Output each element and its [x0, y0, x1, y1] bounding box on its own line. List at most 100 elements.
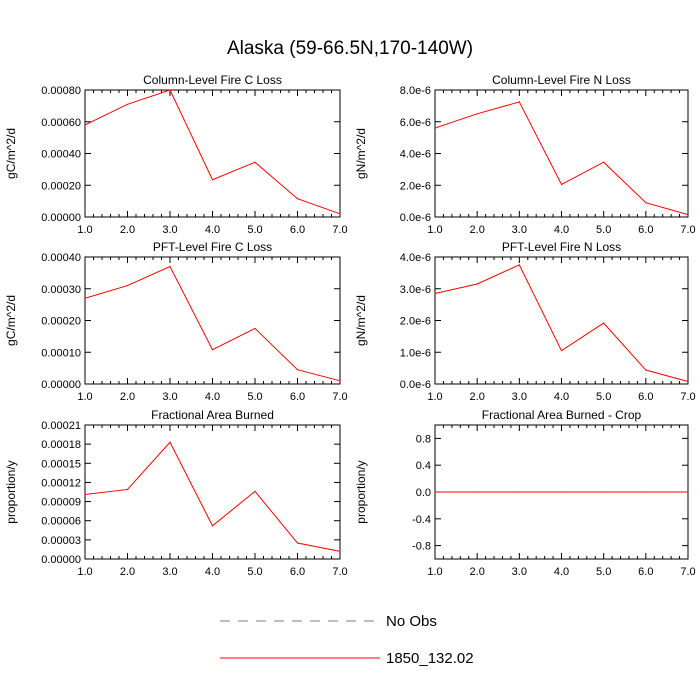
- y-tick-label: 0.4: [416, 460, 431, 472]
- x-tick-label: 4.0: [554, 391, 569, 403]
- y-tick-label: 0.00003: [41, 535, 81, 547]
- x-tick-label: 7.0: [680, 391, 695, 403]
- y-axis-label: gN/m^2/d: [354, 295, 368, 346]
- y-tick-label: 3.0e-6: [400, 284, 431, 296]
- series-line: [84, 265, 341, 382]
- data-point: [296, 198, 299, 200]
- series-line: [84, 441, 341, 552]
- x-tick-label: 6.0: [290, 566, 305, 578]
- data-point: [645, 202, 647, 204]
- data-point: [126, 103, 129, 105]
- data-point: [126, 284, 129, 287]
- y-axis-label: proportion/y: [4, 460, 18, 523]
- data-point: [434, 292, 436, 295]
- x-tick-label: 6.0: [638, 566, 653, 578]
- y-tick-label: 0.0e-6: [400, 212, 431, 224]
- data-point: [476, 283, 478, 285]
- y-tick-label: 0.00000: [41, 554, 81, 566]
- x-tick-label: 1.0: [427, 391, 442, 403]
- x-tick-label: 3.0: [162, 391, 177, 403]
- x-tick-label: 3.0: [162, 566, 177, 578]
- x-tick-label: 6.0: [290, 391, 305, 403]
- x-tick-label: 5.0: [596, 224, 611, 236]
- panel-title: Fractional Area Burned - Crop: [482, 408, 642, 422]
- data-point: [211, 349, 214, 351]
- data-point: [603, 161, 605, 163]
- x-tick-label: 7.0: [332, 224, 347, 236]
- data-point: [560, 491, 563, 493]
- panel-title: PFT-Level Fire C Loss: [153, 240, 272, 254]
- x-tick-label: 2.0: [120, 224, 135, 236]
- x-tick-label: 1.0: [77, 224, 92, 236]
- x-tick-label: 4.0: [554, 224, 569, 236]
- x-tick-label: 6.0: [638, 224, 653, 236]
- panel-3: PFT-Level Fire C Loss gC/m^2/d 1.0 2.0 3.0 4.…: [4, 240, 348, 403]
- panel-title: PFT-Level Fire N Loss: [502, 240, 621, 254]
- x-tick-label: 1.0: [77, 566, 92, 578]
- data-point: [645, 369, 647, 371]
- data-point: [296, 369, 299, 371]
- x-tick-label: 7.0: [332, 391, 347, 403]
- y-tick-label: 0.00009: [41, 497, 81, 509]
- y-tick-label: 0.00010: [41, 347, 81, 359]
- x-tick-label: 2.0: [120, 566, 135, 578]
- data-point: [518, 264, 520, 266]
- plot-frame: [84, 89, 341, 218]
- data-point: [518, 101, 520, 103]
- y-tick-label: 0.00018: [41, 439, 81, 451]
- series-line: [84, 89, 341, 215]
- data-point: [687, 380, 689, 383]
- data-point: [434, 127, 436, 129]
- legend-item-model: 1850_132.02: [220, 648, 474, 668]
- data-point: [434, 491, 436, 493]
- legend-label-no-obs: No Obs: [386, 612, 437, 630]
- series-line: [434, 101, 689, 216]
- series-line: [434, 264, 689, 382]
- x-tick-label: 4.0: [205, 566, 220, 578]
- data-point: [211, 179, 214, 181]
- data-point: [603, 322, 605, 324]
- y-axis-label: gN/m^2/d: [354, 128, 368, 179]
- y-tick-label: 0.00000: [41, 379, 81, 391]
- legend-swatch-solid: [220, 657, 380, 659]
- y-tick-label: 0.00020: [41, 180, 81, 192]
- x-tick-label: 4.0: [205, 391, 220, 403]
- panel-title: Column-Level Fire N Loss: [492, 73, 631, 87]
- y-tick-label: 0.00006: [41, 516, 81, 528]
- data-point: [169, 265, 171, 268]
- x-tick-label: 7.0: [332, 566, 347, 578]
- y-tick-label: 0.0e-6: [400, 379, 431, 391]
- data-point: [84, 297, 86, 299]
- data-point: [126, 488, 129, 491]
- data-point: [560, 350, 563, 352]
- x-tick-label: 5.0: [247, 566, 262, 578]
- figure-title: Alaska (59-66.5N,170-140W): [226, 38, 474, 59]
- data-point: [84, 493, 86, 496]
- data-point: [84, 124, 86, 126]
- y-tick-label: 0.00030: [41, 284, 81, 296]
- data-point: [645, 491, 647, 493]
- x-tick-label: 1.0: [427, 566, 442, 578]
- y-tick-label: 0.00021: [41, 420, 81, 432]
- data-point: [296, 542, 299, 544]
- x-tick-label: 3.0: [162, 224, 177, 236]
- y-tick-label: 0.00020: [41, 316, 81, 328]
- y-tick-label: 1.0e-6: [400, 347, 431, 359]
- data-point: [518, 491, 520, 493]
- panel-4: PFT-Level Fire N Loss gN/m^2/d 1.0 2.0 3.0 4.…: [354, 240, 696, 403]
- y-tick-label: 6.0e-6: [400, 117, 431, 129]
- x-tick-label: 1.0: [77, 391, 92, 403]
- x-tick-label: 6.0: [638, 391, 653, 403]
- x-tick-label: 3.0: [512, 391, 527, 403]
- x-tick-label: 1.0: [427, 224, 442, 236]
- data-point: [339, 550, 341, 552]
- panel-1: Column-Level Fire C Loss gC/m^2/d 1.0 2.0 3.…: [4, 73, 348, 236]
- legend-item-no-obs: No Obs: [220, 611, 437, 631]
- data-point: [254, 161, 256, 163]
- data-point: [476, 113, 478, 115]
- y-tick-label: 0.00040: [41, 149, 81, 161]
- y-axis-label: gC/m^2/d: [4, 295, 18, 346]
- data-point: [169, 441, 171, 443]
- x-tick-label: 4.0: [205, 224, 220, 236]
- data-point: [339, 380, 341, 382]
